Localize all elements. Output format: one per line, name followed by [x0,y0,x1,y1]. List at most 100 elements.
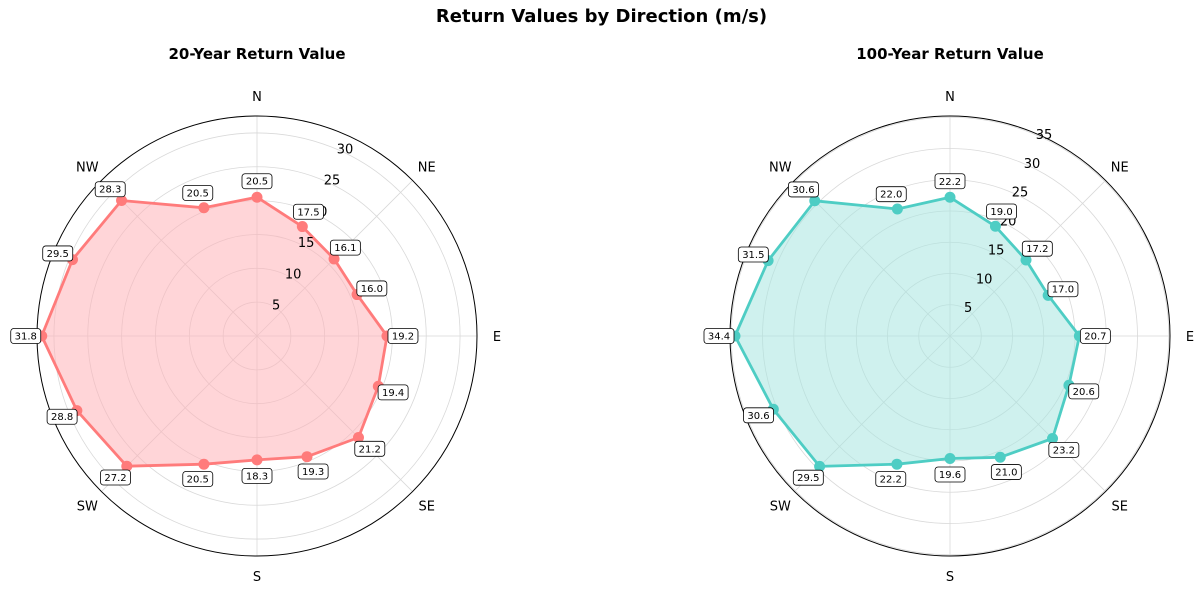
data-point [1047,433,1059,445]
data-point [989,220,1001,232]
data-label: 19.6 [934,466,966,483]
data-label-box [387,328,419,344]
data-label-box [100,469,131,486]
data-point [814,460,826,472]
data-label: 20.5 [241,173,273,190]
data-point [328,253,340,265]
data-point [251,191,263,203]
data-label: 30.6 [743,407,774,424]
data-point [198,202,210,214]
data-label-box [737,246,769,263]
data-label-box [934,466,966,483]
data-label: 20.6 [1068,383,1100,400]
data-label-text: 21.0 [995,468,1017,479]
data-label-text: 20.5 [246,177,268,188]
chart-title-20-year: 20-Year Return Value [168,45,346,63]
direction-label-nw: NW [76,160,99,175]
page-title: Return Values by Direction (m/s) [435,6,768,27]
data-label-box [743,407,774,424]
data-label-box [934,173,966,190]
data-label-box [297,463,329,480]
data-label-box [241,173,273,190]
direction-label-n: N [252,90,262,105]
data-point [121,460,133,472]
data-label-box [94,181,126,198]
data-label-text: 31.8 [15,332,37,343]
data-label-text: 21.2 [359,444,381,455]
r-tick-label: 15 [298,236,315,251]
data-label-text: 20.5 [187,474,209,485]
data-label: 31.5 [737,246,769,263]
direction-label-ne: NE [418,160,436,175]
data-label-box [241,467,273,484]
data-label: 22.2 [934,173,966,190]
data-label-text: 30.6 [792,185,814,196]
data-label-box [875,471,907,487]
data-label-box [1068,383,1100,400]
data-label-box [1047,281,1079,298]
data-label: 19.4 [377,384,409,401]
data-label-text: 20.5 [187,189,209,200]
data-label-text: 29.5 [797,473,819,484]
data-label-text: 16.0 [361,284,383,295]
data-label: 19.3 [297,463,329,480]
data-label-text: 17.0 [1052,285,1074,296]
data-point [944,191,956,203]
data-point [944,453,956,464]
data-label-text: 27.2 [104,473,126,484]
direction-label-se: SE [418,500,434,515]
data-label: 21.0 [990,464,1022,480]
data-label: 28.3 [94,181,126,198]
data-label-text: 17.2 [1026,244,1048,255]
data-label-text: 19.2 [392,332,414,343]
data-point [891,458,903,470]
data-label-text: 34.4 [708,332,730,343]
data-label-text: 19.4 [382,388,404,399]
data-label-box [377,384,409,401]
data-label-text: 20.7 [1084,332,1106,343]
data-label-box [354,440,386,457]
data-label-text: 22.0 [880,190,902,201]
data-label: 28.8 [46,408,78,425]
area-fill [41,197,387,467]
r-tick-label: 5 [272,299,280,314]
data-point [1020,254,1032,266]
data-label: 30.6 [788,181,819,198]
r-tick-label: 25 [1012,186,1029,201]
data-label-box [293,203,324,220]
data-label: 19.0 [986,203,1017,220]
radar-chart-right: 5101520253035NNEESESSWWNW22.219.017.217.… [704,90,1195,585]
data-label-text: 23.2 [1053,445,1075,456]
data-point [809,195,821,207]
data-label-text: 16.1 [334,243,356,254]
data-label-box [182,185,214,201]
direction-label-nw: NW [769,160,792,175]
radar-chart-left: 51015202530NNEESESSWWNW20.517.516.116.01… [10,90,501,585]
data-label: 23.2 [1048,441,1080,458]
data-label-box [182,471,214,487]
direction-label-e: E [1186,330,1194,345]
data-label: 29.5 [42,245,74,262]
chart-title-100-year: 100-Year Return Value [856,45,1044,63]
data-label-text: 28.8 [51,412,73,423]
data-label: 20.5 [182,471,214,487]
data-label-text: 20.6 [1073,387,1095,398]
data-label-box [1079,328,1111,344]
data-label-box [703,328,735,344]
data-label-text: 19.6 [939,470,961,481]
data-point [251,454,263,466]
r-tick-label: 30 [337,142,354,157]
data-label: 17.2 [1021,240,1053,257]
data-point [352,431,364,443]
data-label-text: 19.0 [990,207,1012,218]
data-label: 31.8 [10,328,42,344]
data-point [198,458,210,470]
direction-label-ne: NE [1111,160,1129,175]
area-fill [735,197,1080,467]
r-tick-label: 25 [324,174,341,189]
r-tick-label: 30 [1024,157,1041,172]
data-label: 34.4 [703,328,735,344]
data-label: 20.5 [182,185,214,201]
data-label-text: 30.6 [747,411,769,422]
